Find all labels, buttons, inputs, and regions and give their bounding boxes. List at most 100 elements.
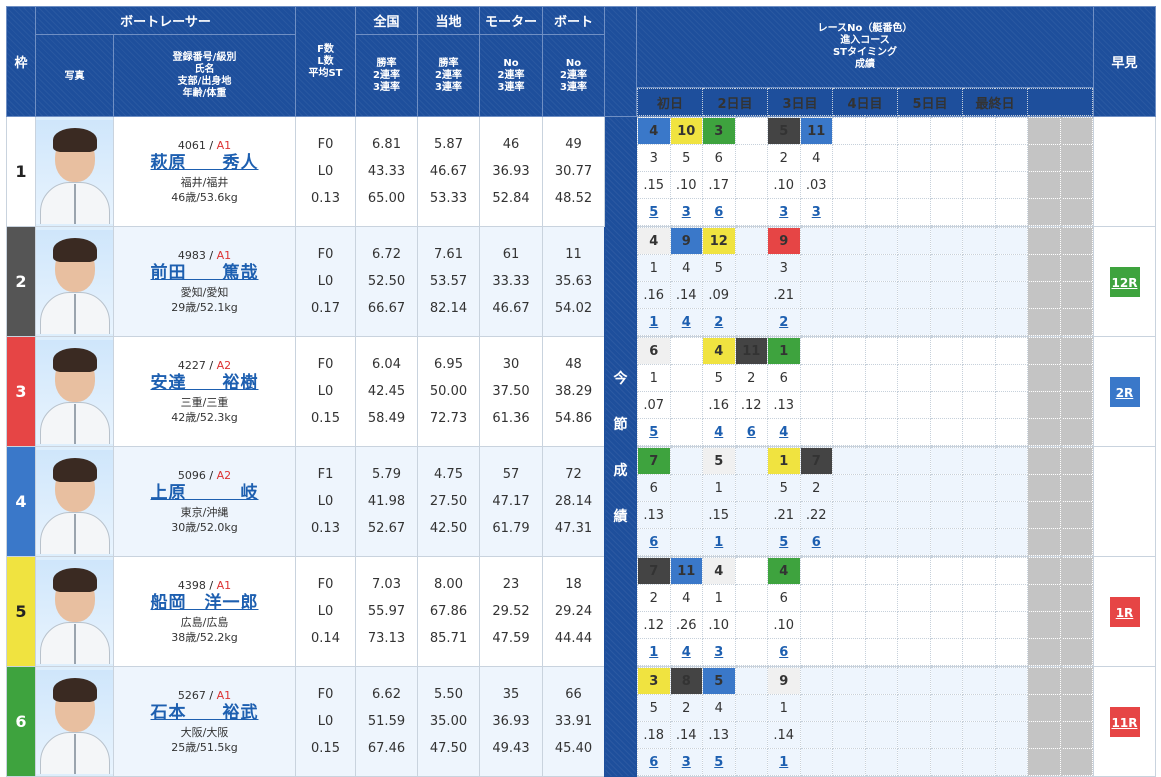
race-cell-empty bbox=[929, 474, 963, 502]
race-r: 7 bbox=[649, 453, 659, 469]
zen-value: 42.45 bbox=[367, 384, 406, 399]
final-day-cell bbox=[1027, 528, 1061, 556]
motor-value: 61 bbox=[502, 247, 520, 262]
rate-line: 勝率 bbox=[438, 57, 459, 69]
early-race-badge[interactable]: 12R bbox=[1108, 265, 1141, 298]
race-cell-empty bbox=[864, 337, 898, 365]
race-cell-empty bbox=[864, 364, 898, 392]
race-course: 1 bbox=[649, 260, 658, 276]
early-cell: 1R bbox=[1093, 556, 1156, 667]
race-cell-empty bbox=[962, 254, 996, 282]
race-cell bbox=[669, 418, 703, 446]
racer-name-link[interactable]: 船岡 洋一郎 bbox=[150, 593, 259, 613]
race-cell-empty bbox=[994, 748, 1028, 776]
early-race-badge[interactable]: 11R bbox=[1108, 705, 1141, 738]
race-result-link[interactable]: 4 bbox=[681, 314, 691, 330]
race-cell-empty bbox=[864, 584, 898, 612]
race-st: .26 bbox=[675, 617, 697, 633]
race-result-link[interactable]: 2 bbox=[714, 314, 724, 330]
race-result-link[interactable]: 6 bbox=[779, 644, 789, 660]
race-st: .14 bbox=[675, 287, 697, 303]
race-cell bbox=[734, 171, 768, 199]
final-day-cell bbox=[1027, 117, 1061, 145]
racer-reg-number: 4983 bbox=[177, 249, 206, 262]
tou-stats: 5.50 35.00 47.50 bbox=[417, 666, 480, 777]
no-line: 2連率 bbox=[560, 69, 587, 81]
racer-name-link[interactable]: 石本 裕武 bbox=[150, 703, 259, 723]
race-result-link[interactable]: 1 bbox=[714, 534, 724, 550]
race-cell bbox=[799, 227, 833, 255]
race-result-link[interactable]: 1 bbox=[779, 754, 789, 770]
race-result-link[interactable]: 6 bbox=[714, 204, 724, 220]
tou-stats: 7.61 53.57 82.14 bbox=[417, 226, 480, 337]
race-result-link[interactable]: 6 bbox=[746, 424, 756, 440]
race-result-link[interactable]: 3 bbox=[681, 204, 691, 220]
race-cell bbox=[734, 748, 768, 776]
race-cell: 2 bbox=[799, 474, 833, 502]
race-result-link[interactable]: 5 bbox=[714, 754, 724, 770]
race-cell: 7 bbox=[637, 447, 671, 475]
race-cell: 3 bbox=[637, 144, 671, 172]
race-cell-empty bbox=[864, 227, 898, 255]
motor-value: 23 bbox=[502, 577, 520, 592]
race-result-link[interactable]: 2 bbox=[779, 314, 789, 330]
race-result-link[interactable]: 1 bbox=[649, 314, 659, 330]
race-result-link[interactable]: 5 bbox=[779, 534, 789, 550]
zen-value: 73.13 bbox=[367, 631, 406, 646]
race-r: 1 bbox=[779, 343, 789, 359]
race-cell bbox=[799, 337, 833, 365]
racer-row: 4 5096 / A2 上原 岐 東京/沖縄 30歳/52.0kg F1 L0 … bbox=[6, 446, 1156, 557]
racer-info: 4983 / A1 前田 篤哉 愛知/愛知 29歳/52.1kg bbox=[113, 226, 296, 337]
racer-name-link[interactable]: 前田 篤哉 bbox=[150, 263, 259, 283]
racer-name-link[interactable]: 萩原 秀人 bbox=[150, 153, 259, 173]
race-result-link[interactable]: 3 bbox=[681, 754, 691, 770]
l-count: L0 bbox=[317, 164, 334, 179]
race-cell-empty bbox=[994, 584, 1028, 612]
race-cell: .26 bbox=[669, 611, 703, 639]
race-cell: .15 bbox=[702, 501, 736, 529]
racer-name-link[interactable]: 安達 裕樹 bbox=[150, 373, 259, 393]
rate-line: 3連率 bbox=[373, 81, 400, 93]
race-result-link[interactable]: 3 bbox=[714, 644, 724, 660]
race-result-link[interactable]: 1 bbox=[649, 644, 659, 660]
race-cell bbox=[734, 254, 768, 282]
early-race-badge[interactable]: 1R bbox=[1108, 595, 1141, 628]
f-count: F0 bbox=[317, 137, 334, 152]
race-cell-empty bbox=[832, 281, 866, 309]
race-cell-empty bbox=[994, 281, 1028, 309]
race-result-link[interactable]: 4 bbox=[681, 644, 691, 660]
race-cell bbox=[734, 198, 768, 226]
race-cell-empty bbox=[929, 611, 963, 639]
race-st: .14 bbox=[675, 727, 697, 743]
race-result-link[interactable]: 6 bbox=[811, 534, 821, 550]
race-result-link[interactable]: 4 bbox=[779, 424, 789, 440]
race-result-link[interactable]: 6 bbox=[649, 534, 659, 550]
final-day-cell bbox=[1059, 748, 1093, 776]
race-cell: 5 bbox=[702, 447, 736, 475]
race-cell: .21 bbox=[767, 281, 801, 309]
fl-stats: F0 L0 0.13 bbox=[295, 116, 356, 227]
racer-table: 枠 ボートレーサー F数 L数 平均ST 全国 当地 モーター ボート レースN… bbox=[6, 6, 1156, 777]
race-result-link[interactable]: 5 bbox=[649, 424, 659, 440]
race-result-link[interactable]: 3 bbox=[779, 204, 789, 220]
race-cell: .10 bbox=[767, 611, 801, 639]
race-cell-empty bbox=[864, 198, 898, 226]
racer-info-line: 登録番号/級別 bbox=[172, 51, 237, 63]
race-result-link[interactable]: 6 bbox=[649, 754, 659, 770]
racer-name-link[interactable]: 上原 岐 bbox=[150, 483, 259, 503]
race-cell-empty bbox=[897, 227, 931, 255]
race-result-link[interactable]: 3 bbox=[811, 204, 821, 220]
waku-number: 2 bbox=[6, 226, 36, 337]
race-result-link[interactable]: 5 bbox=[649, 204, 659, 220]
early-race-badge[interactable]: 2R bbox=[1108, 375, 1141, 408]
race-cell: 1 bbox=[637, 254, 671, 282]
touchi-header: 当地 bbox=[417, 6, 480, 35]
days-grid: 初日 2日目 3日目 4日目 5日目 最終日 bbox=[637, 88, 1093, 116]
racer-photo bbox=[35, 226, 114, 337]
race-cell-empty bbox=[832, 748, 866, 776]
boat-value: 30.77 bbox=[554, 164, 593, 179]
race-cell bbox=[799, 748, 833, 776]
race-cell: 4 bbox=[669, 584, 703, 612]
race-result-link[interactable]: 4 bbox=[714, 424, 724, 440]
race-cell: 4 bbox=[669, 308, 703, 336]
